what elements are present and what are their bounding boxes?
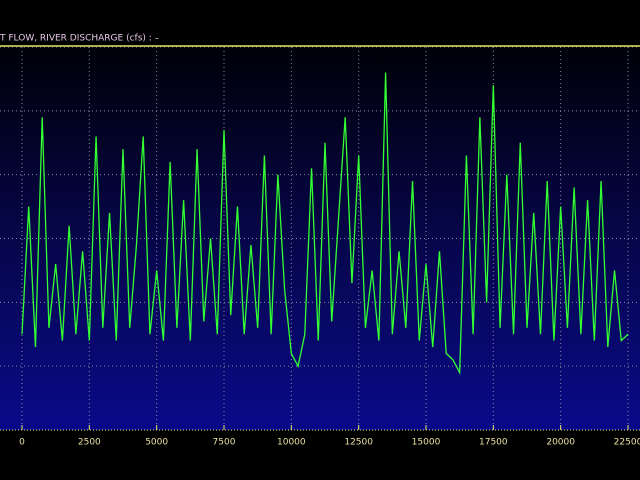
x-tick-label: 20000 (546, 438, 575, 448)
x-tick-label: 5000 (145, 438, 168, 448)
x-tick-label: 7500 (213, 438, 236, 448)
x-tick-label: 0 (19, 438, 25, 448)
x-tick-label: 10000 (277, 438, 306, 448)
chart-title: T FLOW, RIVER DISCHARGE (cfs) : – (0, 34, 160, 44)
data-line (21, 72, 629, 376)
x-tick-label: 15000 (412, 438, 441, 448)
x-tick-label: 12500 (344, 438, 373, 448)
x-tick-label: 22500 (614, 438, 640, 448)
x-tick-label: 17500 (479, 438, 508, 448)
x-tick-label: 2500 (78, 438, 101, 448)
